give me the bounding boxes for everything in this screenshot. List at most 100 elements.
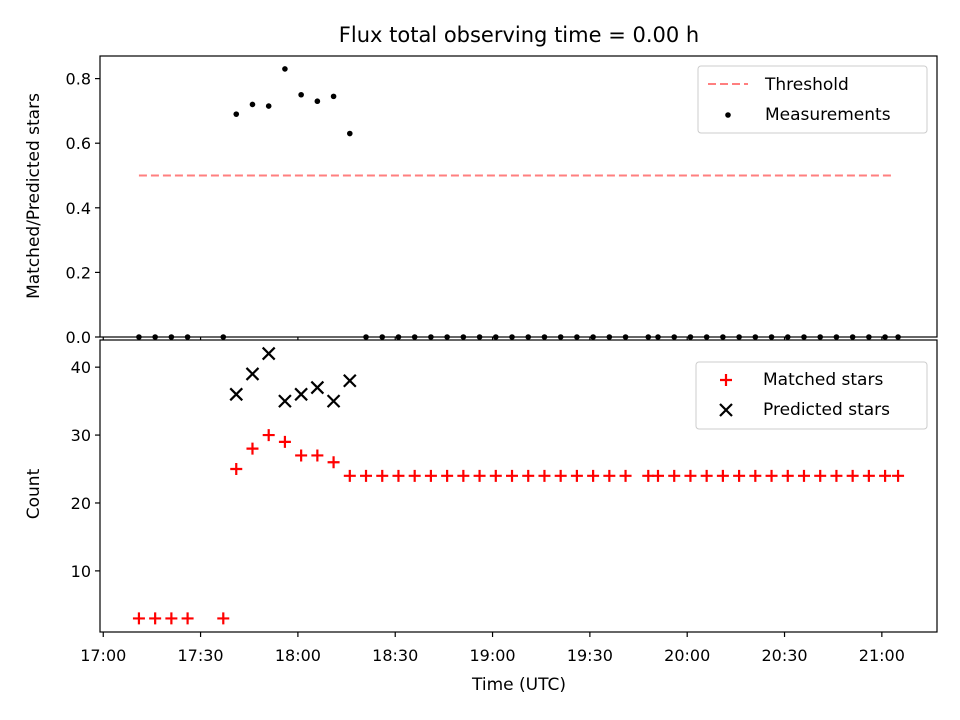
- matched-star-point: [424, 469, 437, 482]
- predicted-star-point: [245, 367, 260, 381]
- top-y-tick-label: 0.8: [66, 70, 91, 89]
- measurement-point: [411, 334, 418, 340]
- measurement-point: [833, 334, 840, 340]
- measurement-point: [817, 334, 824, 340]
- legend-predicted-swatch: [719, 403, 733, 417]
- x-tick-label: 17:00: [80, 646, 126, 665]
- bottom-y-tick-label: 40: [71, 358, 91, 377]
- top-legend-box: [697, 65, 928, 134]
- legend-predicted-label: Predicted stars: [763, 400, 890, 420]
- measurement-point: [882, 334, 888, 340]
- measurement-point: [509, 334, 515, 340]
- measurement-point: [136, 334, 142, 340]
- measurement-point: [752, 334, 759, 340]
- matched-star-point: [554, 469, 567, 482]
- matched-star-point: [814, 469, 827, 482]
- measurement-point: [645, 334, 652, 340]
- matched-star-point: [733, 469, 746, 482]
- measurement-point: [298, 91, 304, 98]
- measurement-point: [622, 334, 629, 340]
- matched-star-point: [217, 612, 230, 625]
- predicted-star-point: [294, 387, 308, 402]
- measurement-point: [249, 101, 256, 108]
- x-tick-label: 20:30: [761, 646, 807, 665]
- predicted-star-point: [326, 394, 341, 408]
- matched-star-point: [489, 469, 502, 482]
- measurement-point: [233, 111, 240, 117]
- measurement-point: [476, 334, 483, 340]
- measurement-point: [379, 334, 386, 340]
- matched-star-point: [278, 435, 291, 448]
- matched-star-point: [181, 612, 194, 625]
- measurement-point: [606, 334, 613, 340]
- measurement-point: [330, 93, 337, 100]
- matched-star-point: [262, 429, 275, 442]
- matched-star-point: [830, 469, 843, 482]
- matched-star-point: [522, 469, 535, 482]
- matched-star-point: [684, 469, 697, 482]
- predicted-star-point: [310, 380, 325, 395]
- matched-star-point: [797, 469, 810, 482]
- predicted-star-point: [229, 387, 244, 402]
- top-y-tick-label: 0.2: [66, 263, 91, 282]
- top-y-axis-label: Matched/Predicted stars: [24, 93, 44, 299]
- x-tick-label: 20:00: [664, 646, 710, 665]
- legend-threshold-label: Threshold: [764, 75, 849, 95]
- x-axis-label: Time (UTC): [471, 675, 566, 695]
- matched-star-point: [165, 612, 178, 625]
- measurement-point: [184, 334, 191, 340]
- matched-star-point: [343, 469, 356, 482]
- measurement-point: [265, 103, 272, 109]
- measurement-point: [460, 334, 467, 340]
- legend-measurements-label: Measurements: [765, 105, 891, 125]
- measurement-point: [347, 130, 353, 137]
- x-tick-label: 21:00: [859, 646, 905, 665]
- x-tick-label: 19:30: [567, 646, 613, 665]
- matched-star-point: [587, 469, 600, 482]
- measurement-point: [168, 334, 175, 340]
- matched-star-point: [862, 469, 875, 482]
- matched-star-point: [781, 469, 794, 482]
- matched-star-point: [700, 469, 713, 482]
- bottom-y-tick-label: 30: [71, 426, 91, 445]
- matched-star-point: [668, 469, 681, 482]
- measurement-point: [525, 334, 532, 340]
- measurement-point: [655, 334, 661, 340]
- measurement-point: [703, 334, 710, 340]
- matched-star-point: [538, 469, 551, 482]
- measurement-point: [687, 334, 694, 340]
- matched-star-point: [327, 456, 340, 469]
- legend-matched-label: Matched stars: [763, 370, 883, 390]
- x-tick-label: 17:30: [178, 646, 224, 665]
- bottom-y-tick-label: 20: [71, 494, 91, 513]
- measurement-point: [363, 334, 369, 340]
- measurement-point: [849, 334, 856, 340]
- predicted-star-point: [261, 346, 276, 361]
- measurement-point: [557, 334, 564, 340]
- matched-star-point: [879, 469, 892, 482]
- measurement-point: [282, 66, 288, 72]
- matched-star-point: [376, 469, 389, 482]
- x-tick-label: 18:00: [275, 646, 321, 665]
- matched-star-point: [441, 469, 454, 482]
- matched-star-point: [392, 469, 405, 482]
- matched-star-point: [408, 469, 421, 482]
- bottom-y-tick-label: 10: [71, 562, 91, 581]
- measurement-point: [428, 334, 434, 340]
- matched-star-point: [765, 469, 778, 482]
- matched-star-point: [749, 469, 762, 482]
- measurement-point: [671, 334, 678, 340]
- matched-star-point: [295, 449, 308, 462]
- bottom-y-axis-label: Count: [24, 468, 44, 519]
- measurement-point: [768, 334, 775, 340]
- measurement-point: [866, 334, 872, 340]
- measurement-point: [314, 98, 321, 105]
- measurement-point: [736, 334, 742, 340]
- matched-star-point: [570, 469, 583, 482]
- matched-star-point: [457, 469, 470, 482]
- measurement-point: [152, 334, 158, 340]
- measurement-point: [590, 334, 596, 340]
- measurement-point: [220, 334, 227, 340]
- matched-star-point: [473, 469, 486, 482]
